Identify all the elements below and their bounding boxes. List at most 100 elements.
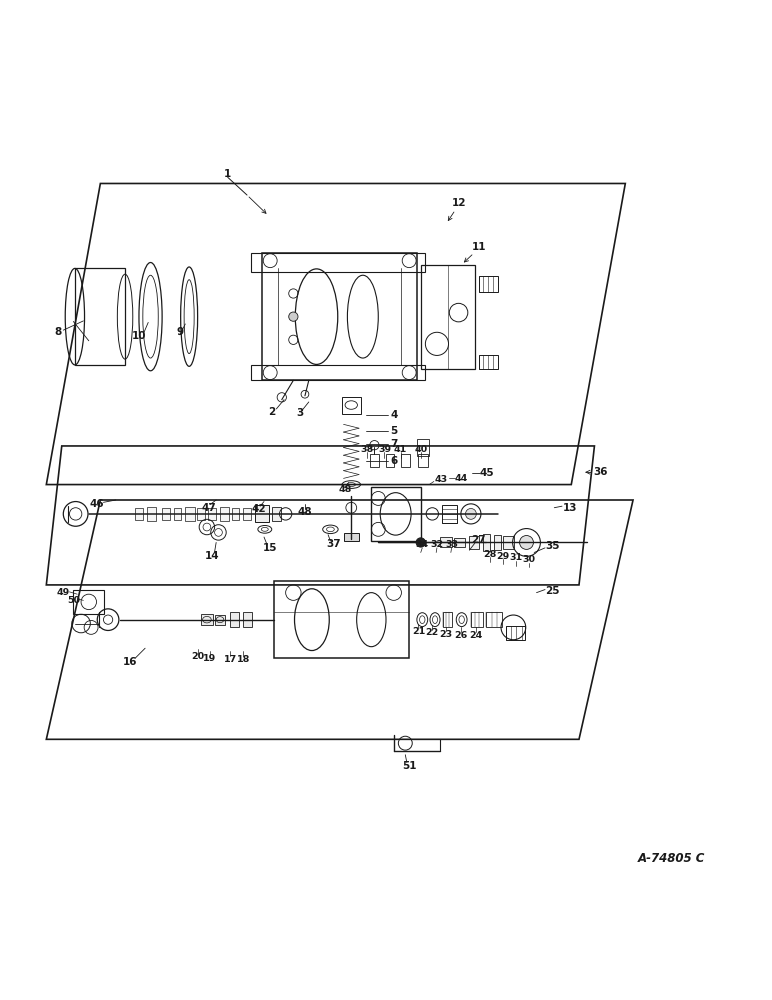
Text: 26: 26	[454, 631, 468, 640]
Text: 10: 10	[132, 331, 146, 341]
Bar	[201, 614, 213, 625]
Text: 27: 27	[472, 535, 486, 545]
Bar	[255, 505, 269, 522]
Bar	[272, 507, 281, 521]
Text: 4: 4	[390, 410, 398, 420]
Bar	[197, 508, 205, 520]
Bar	[421, 265, 475, 369]
Text: 34: 34	[415, 540, 429, 549]
Text: 31: 31	[509, 553, 523, 562]
Bar	[274, 581, 409, 658]
Text: 46: 46	[90, 499, 103, 509]
Text: 38: 38	[361, 445, 374, 454]
Text: 18: 18	[236, 655, 250, 664]
Circle shape	[289, 312, 298, 321]
Text: 16: 16	[123, 657, 137, 667]
Text: 41: 41	[394, 445, 408, 454]
Bar	[494, 535, 501, 550]
Text: 42: 42	[252, 504, 266, 514]
Bar	[482, 534, 490, 551]
Text: 25: 25	[545, 586, 559, 596]
Text: 15: 15	[263, 543, 277, 553]
Text: 50: 50	[67, 596, 80, 605]
Text: 35: 35	[546, 541, 560, 551]
Text: 47: 47	[201, 503, 216, 513]
Bar	[443, 612, 452, 627]
Text: 43: 43	[434, 475, 448, 484]
Bar	[251, 253, 425, 272]
Text: 44: 44	[455, 474, 469, 483]
Bar	[174, 508, 181, 520]
Bar	[442, 505, 457, 523]
Bar	[417, 439, 429, 456]
Text: 2: 2	[268, 407, 276, 417]
Bar	[479, 276, 498, 292]
Bar	[262, 253, 417, 380]
Bar	[185, 507, 195, 521]
Text: 22: 22	[425, 628, 439, 637]
Text: 1: 1	[224, 169, 232, 179]
Text: 37: 37	[327, 539, 340, 549]
Bar	[469, 536, 479, 549]
Text: 13: 13	[563, 503, 577, 513]
Bar	[243, 508, 251, 520]
Text: 11: 11	[472, 242, 486, 252]
Bar	[370, 454, 379, 467]
Circle shape	[416, 538, 425, 547]
Bar	[243, 612, 252, 627]
Text: 29: 29	[496, 552, 510, 561]
Bar	[342, 397, 361, 414]
Text: 28: 28	[483, 550, 497, 559]
Text: 8: 8	[54, 327, 62, 337]
Text: 36: 36	[594, 467, 608, 477]
Text: 17: 17	[223, 655, 237, 664]
Text: 12: 12	[452, 198, 466, 208]
Bar	[147, 507, 156, 521]
Bar	[230, 612, 239, 627]
Bar	[220, 507, 229, 521]
Bar	[503, 536, 514, 549]
Text: 6: 6	[390, 456, 398, 466]
Bar	[401, 454, 410, 467]
Text: 30: 30	[523, 555, 535, 564]
Bar	[251, 365, 425, 380]
Bar	[344, 533, 359, 541]
Bar	[162, 508, 170, 520]
Text: 14: 14	[205, 551, 219, 561]
Text: 49: 49	[56, 588, 70, 597]
Text: 21: 21	[411, 627, 425, 636]
Bar	[486, 612, 502, 627]
Text: 7: 7	[390, 439, 398, 449]
Bar	[73, 590, 104, 614]
Bar	[479, 355, 498, 369]
Text: 48: 48	[338, 485, 352, 494]
Text: 19: 19	[203, 654, 217, 663]
Text: 9: 9	[176, 327, 184, 337]
Text: 20: 20	[191, 652, 205, 661]
Text: 32: 32	[430, 540, 444, 549]
Bar	[75, 268, 125, 365]
Bar	[371, 487, 421, 541]
Bar	[135, 508, 143, 520]
Text: 24: 24	[469, 631, 483, 640]
Circle shape	[520, 536, 533, 549]
Text: 48: 48	[298, 507, 312, 517]
Text: 40: 40	[414, 445, 428, 454]
Text: 39: 39	[378, 445, 391, 454]
Circle shape	[466, 508, 476, 519]
Bar	[215, 615, 225, 625]
Bar	[232, 508, 239, 520]
Text: A-74805 C: A-74805 C	[638, 852, 706, 865]
Bar	[454, 538, 465, 547]
Text: 33: 33	[445, 540, 458, 549]
Bar	[386, 454, 394, 467]
Bar	[471, 612, 483, 627]
Text: 5: 5	[390, 426, 398, 436]
Bar	[506, 626, 525, 640]
Bar	[418, 454, 428, 467]
Bar	[440, 537, 452, 547]
Text: 51: 51	[402, 761, 416, 771]
Text: 23: 23	[439, 630, 453, 639]
Text: 3: 3	[296, 408, 303, 418]
Bar	[208, 508, 216, 520]
